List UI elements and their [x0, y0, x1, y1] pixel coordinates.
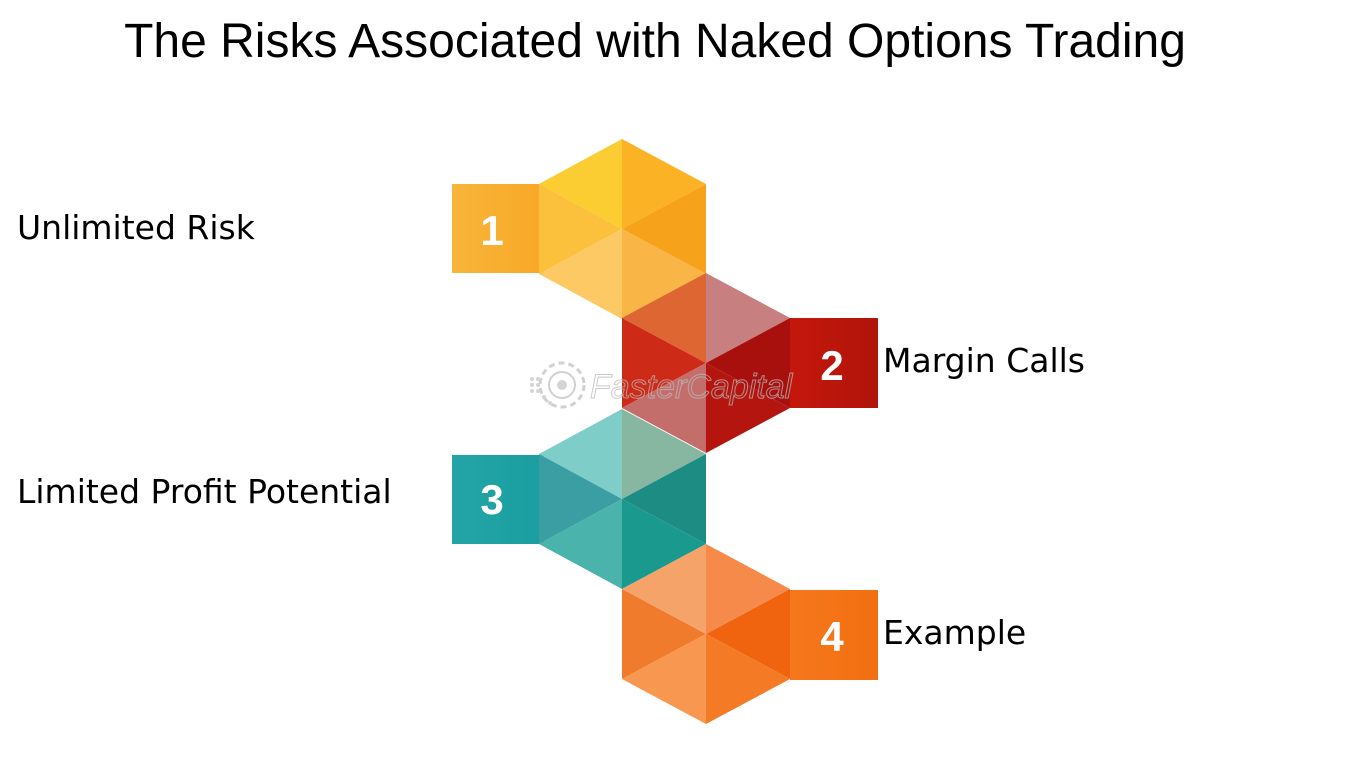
- step-4-number: 4: [820, 613, 844, 660]
- hexagon-4: [622, 544, 878, 724]
- diagram-title: The Risks Associated with Naked Options …: [124, 15, 1186, 68]
- step-3-tab: [452, 455, 544, 544]
- step-4-tab: [790, 590, 878, 680]
- step-3-number: 3: [480, 476, 503, 523]
- hexagon-3: [452, 409, 706, 589]
- step-1-number: 1: [480, 207, 503, 254]
- hexagon-1: [452, 139, 706, 319]
- watermark: FasterCapital: [530, 361, 794, 409]
- step-2-tab: [790, 318, 878, 408]
- gear-icon: [530, 361, 586, 409]
- step-1-label: Unlimited Risk: [17, 208, 255, 247]
- step-2-number: 2: [820, 342, 843, 389]
- step-2-label: Margin Calls: [883, 341, 1085, 380]
- step-3-label: Limited Profit Potential: [17, 472, 392, 511]
- step-4-label: Example: [883, 613, 1027, 652]
- step-1-tab: [452, 184, 544, 273]
- hexagon-2: [622, 273, 878, 453]
- watermark-text: FasterCapital: [590, 368, 794, 406]
